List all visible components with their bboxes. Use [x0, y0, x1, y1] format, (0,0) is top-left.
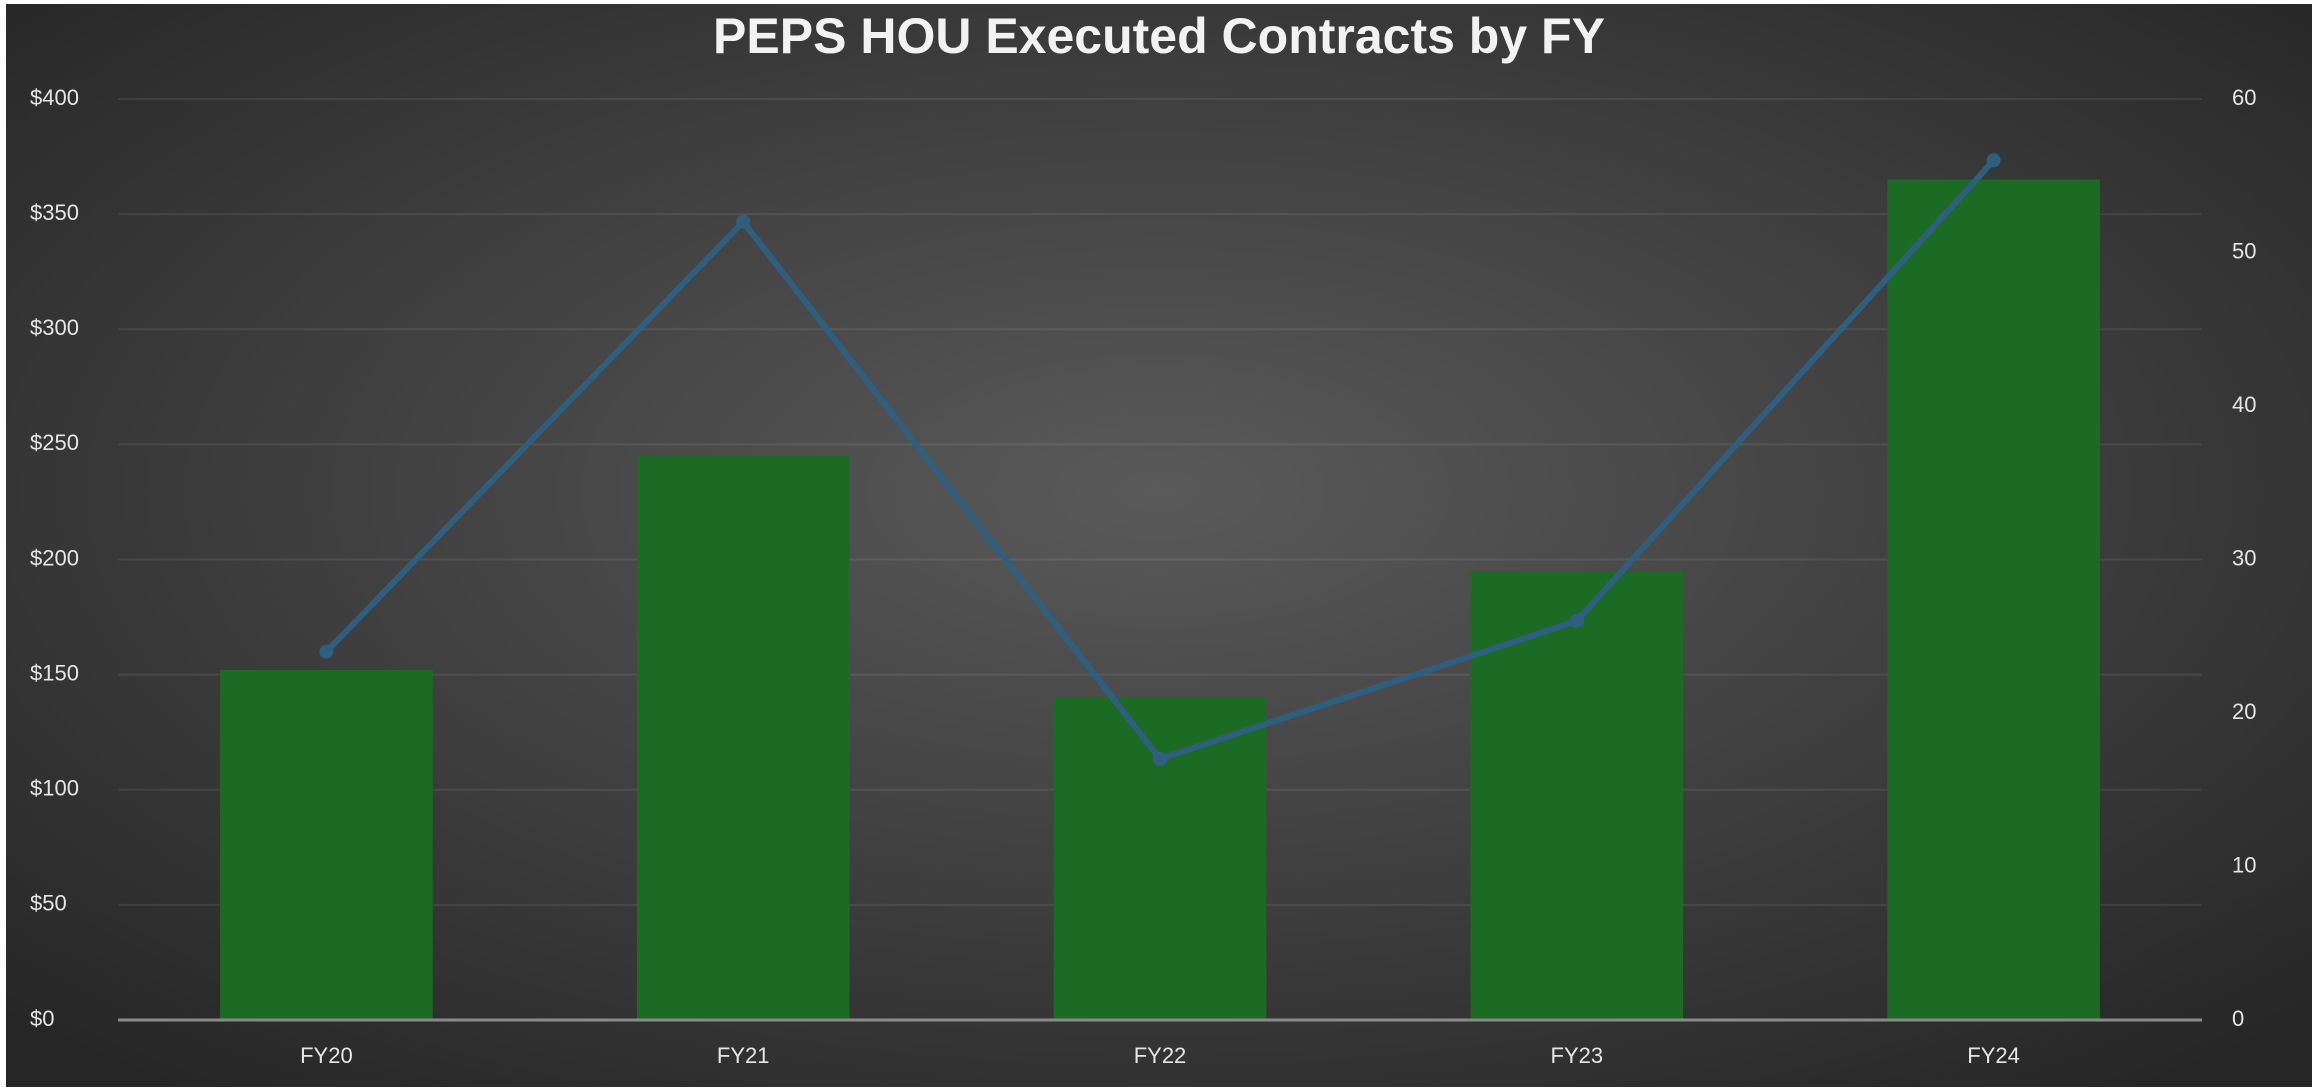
line-marker — [1986, 153, 2001, 168]
y2-tick-label: 40 — [2232, 392, 2256, 417]
y2-tick-label: 10 — [2232, 852, 2256, 877]
y-tick-label: $0 — [30, 1006, 54, 1031]
x-tick-label: FY23 — [1551, 1043, 1604, 1068]
bar — [636, 455, 850, 1020]
y-tick-label: $100 — [30, 776, 79, 801]
y-tick-label: $300 — [30, 315, 79, 340]
y-tick-label: $150 — [30, 660, 79, 685]
x-tick-label: FY24 — [1967, 1043, 2020, 1068]
bar — [1887, 179, 2100, 1020]
y-tick-label: $400 — [30, 85, 79, 110]
y2-tick-label: 60 — [2232, 85, 2256, 110]
y2-tick-label: 20 — [2232, 699, 2256, 724]
x-tick-label: FY20 — [300, 1043, 353, 1068]
y-tick-label: $200 — [30, 545, 79, 570]
bar — [220, 670, 433, 1020]
line-marker — [1153, 752, 1167, 767]
y-tick-label: $50 — [30, 891, 67, 916]
y2-tick-label: 0 — [2232, 1006, 2244, 1031]
y2-tick-label: 30 — [2232, 545, 2256, 570]
bar — [1470, 571, 1684, 1020]
y2-tick-label: 50 — [2232, 238, 2256, 263]
bar — [1053, 697, 1267, 1020]
x-tick-label: FY22 — [1134, 1043, 1187, 1068]
y-tick-label: $350 — [30, 200, 79, 225]
x-tick-label: FY21 — [717, 1043, 770, 1068]
y-tick-label: $250 — [30, 430, 79, 455]
chart-title: PEPS HOU Executed Contracts by FY — [713, 8, 1605, 64]
line-marker — [736, 214, 751, 229]
line-marker — [319, 644, 334, 659]
line-marker — [1569, 613, 1584, 628]
